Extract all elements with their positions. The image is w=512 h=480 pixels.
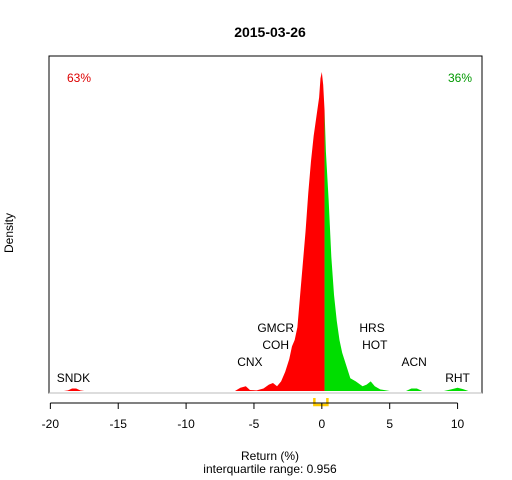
- ticker-label: HRS: [359, 321, 384, 335]
- x-tick-label: -10: [177, 417, 195, 431]
- x-axis-label: Return (%): [241, 449, 299, 463]
- negative-density-area: [63, 72, 325, 391]
- x-tick-label: 10: [451, 417, 465, 431]
- ticker-label: RHT: [445, 371, 470, 385]
- ticker-label: SNDK: [57, 371, 90, 385]
- x-axis: -20 -15 -10 -5 0 5 10: [42, 402, 465, 431]
- ticker-label: GMCR: [257, 321, 294, 335]
- negative-share-label: 63%: [67, 71, 91, 85]
- x-tick-label: -20: [42, 417, 60, 431]
- iqr-note: interquartile range: 0.956: [203, 462, 337, 476]
- positive-density-area: [324, 110, 469, 391]
- y-axis-label: Density: [2, 213, 16, 253]
- x-tick-label: -5: [249, 417, 260, 431]
- chart-title: 2015-03-26: [234, 24, 306, 40]
- positive-share-label: 36%: [448, 71, 472, 85]
- x-tick-label: 0: [318, 417, 325, 431]
- ticker-label: HOT: [362, 338, 388, 352]
- x-tick-label: -15: [110, 417, 128, 431]
- iqr-bracket: [313, 398, 329, 407]
- x-tick-label: 5: [386, 417, 393, 431]
- ticker-label: CNX: [237, 355, 262, 369]
- ticker-label: ACN: [401, 355, 426, 369]
- ticker-label: COH: [262, 338, 289, 352]
